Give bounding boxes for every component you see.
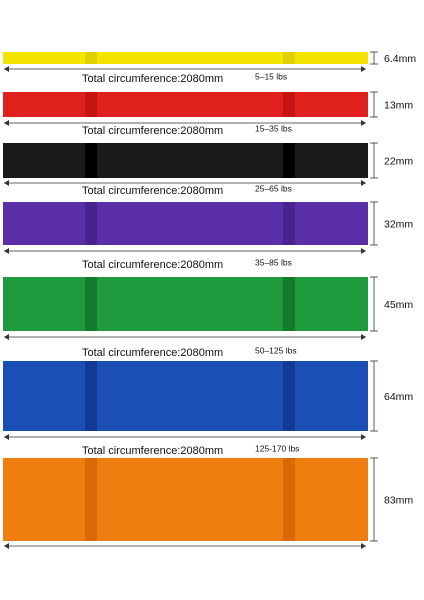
resistance: 125-170 lbs	[255, 443, 299, 453]
band	[3, 458, 368, 541]
band-width: 6.4mm	[384, 53, 416, 65]
band-seam	[85, 458, 97, 541]
band	[3, 361, 368, 431]
resistance: 50–125 lbs	[255, 345, 297, 355]
band	[3, 277, 368, 331]
band-seam	[283, 458, 295, 541]
circumference: Total circumference:2080mm	[82, 185, 223, 197]
band-seam	[85, 202, 97, 245]
band-seam	[283, 52, 295, 64]
band-seam	[85, 143, 97, 178]
circumference: Total circumference:2080mm	[82, 73, 223, 85]
band	[3, 52, 368, 64]
band	[3, 143, 368, 178]
band-seam	[85, 277, 97, 331]
resistance: 15–35 lbs	[255, 123, 292, 133]
band	[3, 202, 368, 245]
band-seam	[283, 361, 295, 431]
band-width: 13mm	[384, 99, 413, 111]
band-seam	[283, 277, 295, 331]
resistance: 25–65 lbs	[255, 183, 292, 193]
circumference: Total circumference:2080mm	[82, 445, 223, 457]
band-width: 64mm	[384, 391, 413, 403]
circumference: Total circumference:2080mm	[82, 125, 223, 137]
resistance: 5–15 lbs	[255, 71, 287, 81]
band-width: 45mm	[384, 299, 413, 311]
band-width: 83mm	[384, 494, 413, 506]
band-seam	[283, 143, 295, 178]
band	[3, 92, 368, 117]
circumference: Total circumference:2080mm	[82, 259, 223, 271]
band-seam	[85, 52, 97, 64]
band-seam	[85, 92, 97, 117]
band-seam	[85, 361, 97, 431]
band-seam	[283, 202, 295, 245]
band-width: 22mm	[384, 155, 413, 167]
resistance: 35–85 lbs	[255, 257, 292, 267]
band-width: 32mm	[384, 218, 413, 230]
circumference: Total circumference:2080mm	[82, 347, 223, 359]
band-seam	[283, 92, 295, 117]
